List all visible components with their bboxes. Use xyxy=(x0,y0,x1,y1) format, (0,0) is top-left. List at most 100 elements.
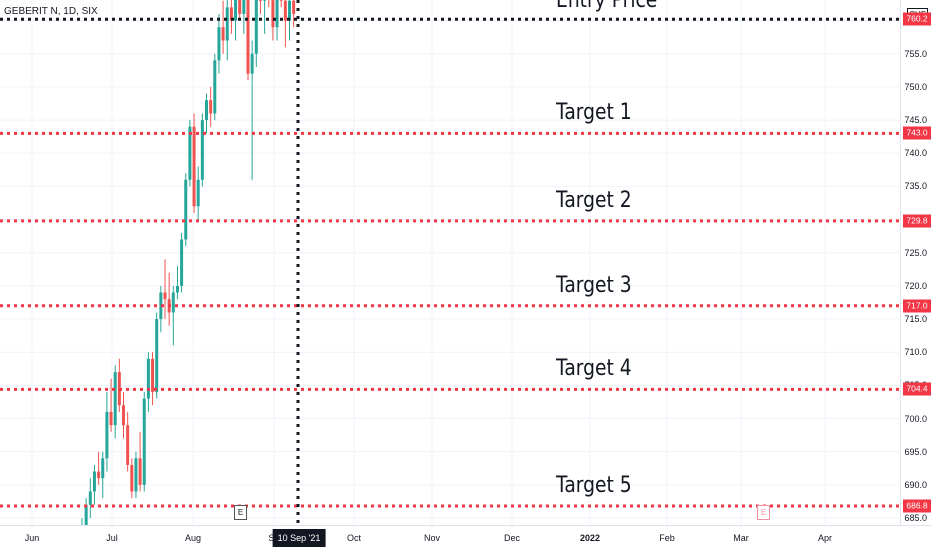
candle-body xyxy=(263,0,267,1)
target-label-2[interactable]: Target 2 xyxy=(556,187,632,213)
candle xyxy=(184,173,188,247)
entry-price-label[interactable]: Entry Price xyxy=(556,0,658,14)
candle xyxy=(238,0,242,21)
symbol-title[interactable]: GEBERIT N, 1D, SIX xyxy=(4,6,98,17)
candle xyxy=(242,0,246,34)
candle xyxy=(92,464,96,505)
time-tick-label: Mar xyxy=(733,533,749,543)
candle xyxy=(254,0,258,68)
price-tick-label: 755.0 xyxy=(904,48,927,59)
target-price-tag-1: 743.0 xyxy=(903,126,931,140)
candle xyxy=(142,391,146,492)
price-tick-label: 750.0 xyxy=(904,81,927,92)
candle xyxy=(155,312,159,399)
candle xyxy=(188,120,192,187)
candle xyxy=(271,0,275,41)
candle-body xyxy=(200,120,204,180)
candle xyxy=(268,0,270,8)
target-price-tag-2: 729.8 xyxy=(903,214,931,228)
candle xyxy=(84,498,88,525)
candle-body xyxy=(205,100,208,121)
candle xyxy=(163,259,167,320)
target-label-1[interactable]: Target 1 xyxy=(556,100,632,126)
time-tick-label: Jun xyxy=(24,533,40,543)
price-tick-label: 710.0 xyxy=(904,347,927,358)
candle-body xyxy=(184,179,188,240)
candle xyxy=(279,0,283,8)
candle xyxy=(246,0,250,81)
candle-body xyxy=(209,100,213,114)
candle-body xyxy=(175,285,179,293)
candle xyxy=(250,40,254,180)
price-tick-label: 715.0 xyxy=(904,314,927,325)
candle-body xyxy=(134,458,138,492)
candle xyxy=(283,0,287,48)
candle-body xyxy=(279,0,283,1)
target-price-tag-4: 704.4 xyxy=(903,382,931,396)
candle-body xyxy=(229,7,233,21)
candle xyxy=(288,0,291,41)
crosshair-date-label: 10 Sep '21 xyxy=(272,529,326,547)
target-label-4[interactable]: Target 4 xyxy=(556,356,632,382)
candle xyxy=(258,0,262,14)
candle-body xyxy=(97,471,101,479)
earnings-marker-past[interactable]: E xyxy=(234,505,247,520)
target-price-tag-5: 686.8 xyxy=(903,499,931,513)
candle-body xyxy=(188,126,192,180)
candle xyxy=(88,478,92,518)
candle xyxy=(234,0,238,41)
candle xyxy=(105,391,109,472)
candle xyxy=(205,93,208,134)
candle-body xyxy=(146,358,150,399)
target-label-3[interactable]: Target 3 xyxy=(556,272,632,298)
candle xyxy=(130,458,134,499)
time-tick-label: 2022 xyxy=(579,533,601,543)
entry-price-tag: 760.2 xyxy=(903,12,931,26)
candle-body xyxy=(242,0,246,14)
candle-body xyxy=(288,0,291,21)
price-tick-label: 735.0 xyxy=(904,181,927,192)
candle-body xyxy=(250,53,254,74)
time-tick-label: Jul xyxy=(106,533,118,543)
price-tick-label: 685.0 xyxy=(904,513,927,523)
candle xyxy=(192,113,196,213)
candle xyxy=(171,285,175,346)
time-tick-label: Dec xyxy=(503,533,521,543)
time-tick-label: Oct xyxy=(346,533,362,543)
chart-area[interactable]: GEBERIT N, 1D, SIX Entry Price Target 1 Ta… xyxy=(0,0,900,525)
price-chart[interactable] xyxy=(0,0,900,525)
time-tick-label: Apr xyxy=(817,533,833,543)
candle-body xyxy=(234,0,238,21)
candle-body xyxy=(221,27,225,41)
candle-body xyxy=(138,458,142,485)
candle-body xyxy=(155,319,159,392)
candle-body xyxy=(225,7,229,41)
candle-body xyxy=(180,239,184,286)
candle-body xyxy=(192,126,196,207)
candle-body xyxy=(258,0,262,1)
candle-body xyxy=(275,0,279,28)
candle xyxy=(81,518,83,525)
price-tick-label: 700.0 xyxy=(904,413,927,424)
candle-body xyxy=(105,411,109,459)
candle-body xyxy=(213,60,217,114)
price-axis[interactable]: CHF 760.0755.0750.0745.0740.0735.0730.07… xyxy=(900,0,932,525)
candle-body xyxy=(84,504,88,525)
candle-body xyxy=(163,292,167,300)
earnings-marker-upcoming[interactable]: E xyxy=(757,505,770,520)
candle xyxy=(225,0,229,61)
candle-body xyxy=(151,358,155,392)
time-tick-label: Feb xyxy=(659,533,675,543)
grid-lines xyxy=(0,0,900,525)
candle xyxy=(138,431,142,492)
target-label-5[interactable]: Target 5 xyxy=(556,473,632,499)
candle-body xyxy=(238,0,242,14)
candle-body xyxy=(254,0,258,54)
candle xyxy=(151,352,155,406)
candle-body xyxy=(246,0,250,74)
time-axis[interactable]: JunJulAugSeOctNovDec2022FebMarApr10 Sep … xyxy=(0,525,932,551)
candlestick-series xyxy=(81,0,296,525)
time-tick-label: Nov xyxy=(423,533,441,543)
candle xyxy=(217,13,221,74)
horizontal-level-lines xyxy=(0,17,900,508)
